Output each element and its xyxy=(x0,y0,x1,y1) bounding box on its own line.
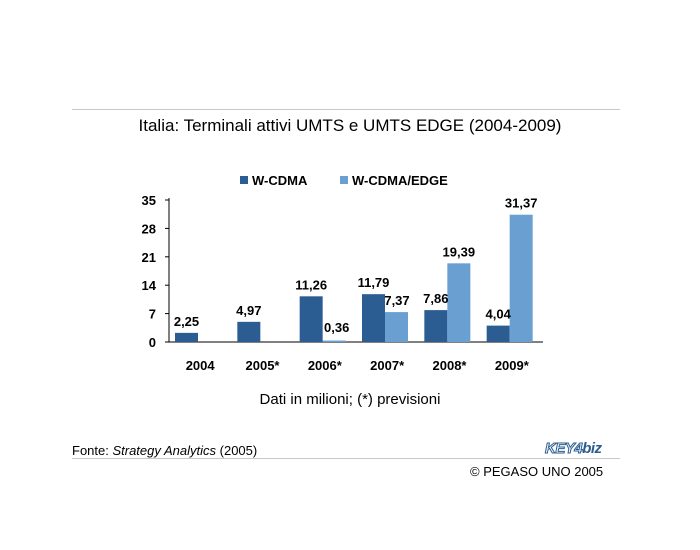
bar-w-cdma xyxy=(424,310,448,342)
bars xyxy=(175,214,533,342)
bar-w-cdma-edge xyxy=(385,312,408,342)
data-label: 11,26 xyxy=(295,277,327,292)
data-label: 7,37 xyxy=(384,293,409,308)
bar-w-cdma-edge xyxy=(447,263,471,342)
bar-w-cdma xyxy=(486,325,510,342)
bar-w-cdma xyxy=(237,321,261,342)
x-tick-label: 2007* xyxy=(370,358,405,373)
logo-part-biz: biz xyxy=(582,440,602,457)
source-line: Fonte: Strategy Analytics (2005) xyxy=(72,443,257,458)
data-label: 2,25 xyxy=(174,314,199,329)
chart-note: Dati in milioni; (*) previsioni xyxy=(259,391,441,408)
data-label: 0,36 xyxy=(324,320,349,335)
data-label: 19,39 xyxy=(443,244,476,259)
y-tick-label: 7 xyxy=(149,307,156,322)
legend-label: W-CDMA xyxy=(252,173,308,188)
data-label: 11,79 xyxy=(358,275,390,290)
legend-swatch xyxy=(340,176,348,184)
top-divider xyxy=(72,109,620,110)
legend: W-CDMA W-CDMA/EDGE xyxy=(240,173,448,188)
y-tick-label: 35 xyxy=(142,193,156,208)
data-label: 31,37 xyxy=(505,196,538,211)
legend-swatch xyxy=(240,176,248,184)
data-labels: 2,25 4,97 11,26 0,36 11,79 7,37 7,86 19,39 4,04 3… xyxy=(174,196,538,335)
data-label: 7,86 xyxy=(423,291,448,306)
axes: 0 7 14 21 28 35 2004 2005* 2006* 2007* 2008* 2009* xyxy=(142,193,543,373)
bottom-divider xyxy=(72,458,620,459)
data-label: 4,04 xyxy=(486,307,512,322)
bar-w-cdma xyxy=(299,296,323,342)
bar-w-cdma xyxy=(362,294,385,342)
y-tick-label: 0 xyxy=(149,335,156,350)
data-label: 4,97 xyxy=(236,303,261,318)
key4biz-logo: KEY4biz xyxy=(544,440,602,458)
y-tick-label: 28 xyxy=(142,221,156,236)
x-tick-label: 2009* xyxy=(495,358,530,373)
legend-label: W-CDMA/EDGE xyxy=(352,173,448,188)
copyright: © PEGASO UNO 2005 xyxy=(470,464,604,479)
bar-w-cdma-edge xyxy=(509,214,533,342)
source-prefix: Fonte: xyxy=(72,443,113,458)
x-tick-label: 2004 xyxy=(186,358,216,373)
bar-w-cdma-edge xyxy=(322,340,346,342)
x-tick-label: 2006* xyxy=(308,358,343,373)
x-tick-label: 2005* xyxy=(246,358,281,373)
source-suffix: (2005) xyxy=(216,443,258,458)
source-name: Strategy Analytics xyxy=(112,443,217,458)
x-tick-label: 2008* xyxy=(433,358,468,373)
y-tick-label: 14 xyxy=(142,278,157,293)
bar-w-cdma xyxy=(175,332,198,342)
y-tick-label: 21 xyxy=(142,250,156,265)
chart-title: Italia: Terminali attivi UMTS e UMTS EDG… xyxy=(138,116,562,135)
logo-part-key4: KEY4 xyxy=(544,440,583,458)
